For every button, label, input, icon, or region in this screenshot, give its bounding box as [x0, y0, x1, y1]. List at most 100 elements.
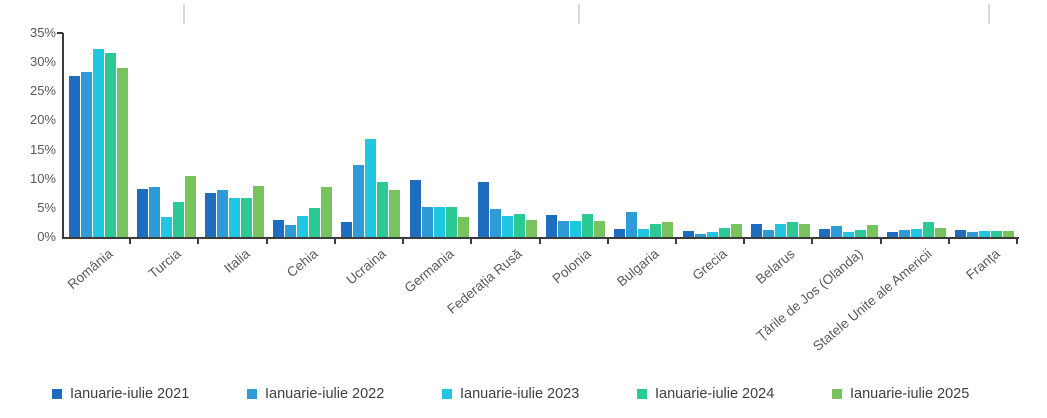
- x-axis-tick: [674, 239, 677, 244]
- x-axis-tick: [606, 239, 609, 244]
- bar: [160, 217, 172, 237]
- bar-group-8: [542, 33, 610, 237]
- bar: [911, 229, 923, 237]
- legend-label: Ianuarie-iulie 2023: [460, 386, 580, 402]
- plot-area: [62, 33, 1019, 239]
- legend-swatch-icon: [52, 389, 62, 399]
- bar-group-14: [951, 33, 1019, 237]
- bar: [899, 230, 911, 237]
- x-axis-tick: [1016, 239, 1018, 244]
- bar: [558, 221, 570, 237]
- bar: [241, 198, 253, 237]
- legend-label: Ianuarie-iulie 2025: [850, 386, 970, 402]
- legend-swatch-icon: [637, 389, 647, 399]
- bar: [638, 229, 650, 237]
- bar: [104, 53, 116, 237]
- bar-group-4: [269, 33, 337, 237]
- bar-group-5: [337, 33, 405, 237]
- bar-group-12: [814, 33, 882, 237]
- bar: [421, 207, 433, 237]
- bar: [662, 222, 674, 237]
- bar: [172, 202, 184, 237]
- bar: [92, 49, 104, 237]
- bar-group-9: [610, 33, 678, 237]
- bar: [217, 190, 229, 237]
- bar: [955, 230, 967, 237]
- legend-swatch-icon: [442, 389, 452, 399]
- bar: [967, 232, 979, 237]
- bar: [706, 232, 718, 237]
- x-axis-tick: [333, 239, 336, 244]
- bar: [923, 222, 935, 237]
- x-axis-tick: [811, 239, 814, 244]
- legend-swatch-icon: [832, 389, 842, 399]
- bar: [184, 176, 196, 237]
- bar: [570, 221, 582, 237]
- bar: [501, 216, 513, 237]
- y-axis-top-tick: [57, 32, 63, 34]
- bar: [489, 209, 501, 237]
- legend-item: Ianuarie-iulie 2021: [52, 386, 247, 402]
- bar: [774, 224, 786, 237]
- bar: [546, 215, 558, 237]
- x-axis-tick: [470, 239, 473, 244]
- bar: [819, 229, 831, 237]
- bar: [786, 222, 798, 237]
- bar: [353, 165, 365, 237]
- bar: [341, 222, 353, 237]
- bar-group-3: [200, 33, 268, 237]
- bar: [525, 220, 537, 237]
- legend-swatch-icon: [247, 389, 257, 399]
- bar: [457, 217, 469, 237]
- x-axis-tick: [879, 239, 882, 244]
- y-axis-label: 5%: [37, 199, 56, 215]
- y-axis-label: 10%: [29, 170, 56, 186]
- bar: [843, 232, 855, 237]
- bar: [321, 187, 333, 237]
- bar: [694, 234, 706, 237]
- bar: [762, 230, 774, 237]
- bar: [273, 220, 285, 237]
- bar: [136, 189, 148, 237]
- bar: [365, 139, 377, 237]
- top-tick-mark: [988, 4, 990, 24]
- x-axis-tick: [402, 239, 405, 244]
- bar-group-1: [64, 33, 132, 237]
- bar: [614, 229, 626, 237]
- legend-item: Ianuarie-iulie 2022: [247, 386, 442, 402]
- bar: [116, 68, 128, 237]
- bar-group-6: [405, 33, 473, 237]
- x-axis-tick: [947, 239, 950, 244]
- bar-group-10: [678, 33, 746, 237]
- bar: [626, 212, 638, 237]
- legend-label: Ianuarie-iulie 2021: [70, 386, 190, 402]
- bar: [409, 180, 421, 237]
- top-tick-mark: [183, 4, 185, 24]
- bar: [297, 216, 309, 237]
- top-tick-mark: [578, 4, 580, 24]
- bar: [205, 193, 217, 237]
- bar: [253, 186, 265, 237]
- bar: [979, 231, 991, 237]
- y-axis-label: 0%: [37, 229, 56, 244]
- bar: [887, 232, 899, 237]
- x-axis-tick: [265, 239, 268, 244]
- bar: [798, 224, 810, 237]
- bar: [730, 224, 742, 237]
- bar: [229, 198, 241, 237]
- x-axis-tick: [197, 239, 200, 244]
- bar: [831, 226, 843, 237]
- bar-group-2: [132, 33, 200, 237]
- bar: [148, 187, 160, 237]
- bar: [867, 225, 879, 237]
- bar: [718, 228, 730, 237]
- x-axis-tick: [743, 239, 746, 244]
- y-axis-label: 30%: [29, 54, 56, 70]
- legend-item: Ianuarie-iulie 2023: [442, 386, 637, 402]
- bar: [1003, 231, 1015, 237]
- bar: [682, 231, 694, 237]
- bar-group-11: [746, 33, 814, 237]
- y-axis-label: 35%: [29, 25, 56, 40]
- x-axis-tick: [129, 239, 132, 244]
